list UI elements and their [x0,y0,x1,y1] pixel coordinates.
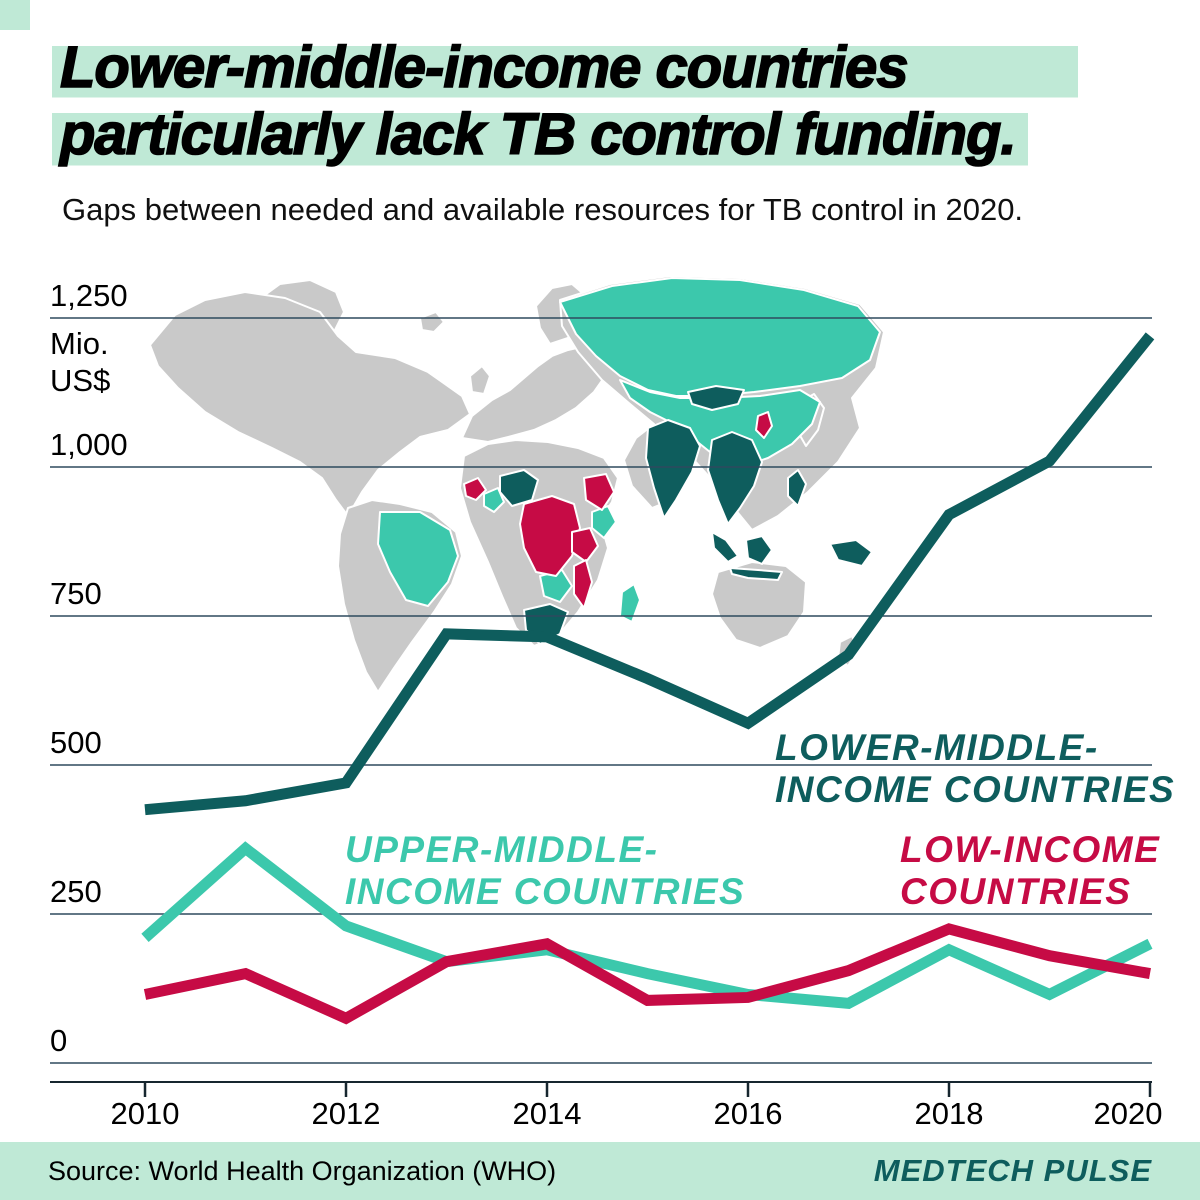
x-tick-label: 2012 [312,1096,381,1131]
series-label-upper-middle-income: UPPER-MIDDLE- INCOME COUNTRIES [345,829,745,912]
map-region-iceland [419,311,445,333]
series-label-text: UPPER-MIDDLE- [345,829,658,870]
map-region-cote-divoire [483,487,505,513]
map-region-sumatra [711,531,739,563]
series-label-text: COUNTRIES [900,871,1131,912]
y-tick-label: 1,000 [50,427,128,462]
map-region-guinea [463,477,487,501]
y-axis-unit: US$ [50,363,110,398]
source-text: Source: World Health Organization (WHO) [48,1155,557,1186]
title-line-2: particularly lack TB control funding. [52,101,1028,169]
y-tick-label: 250 [50,874,102,909]
map-region-drc-central-africa [519,495,581,577]
series-label-lower-middle-income: LOWER-MIDDLE- INCOME COUNTRIES [775,727,1175,810]
series-line-2 [143,923,1151,1025]
y-axis-unit: Mio. [50,326,109,361]
x-axis: 2010 2012 2014 2016 2018 2020 [50,1081,1163,1131]
x-tick-label: 2020 [1094,1096,1163,1131]
map-region-north-america [149,291,471,517]
series-label-low-income: LOW-INCOME COUNTRIES [900,829,1160,912]
x-tick-label: 2016 [714,1096,783,1131]
y-axis-labels: 1,250 1,000 750 500 250 0 Mio.US$ [50,278,128,1058]
x-tick-label: 2010 [111,1096,180,1131]
map-region-mozambique [573,559,593,609]
map-region-nigeria-ghana [499,469,539,507]
map-region-russia [559,277,881,397]
map-region-tanzania [571,527,599,563]
map-region-indochina [707,431,763,525]
x-tick-label: 2014 [513,1096,582,1131]
chart-title: Lower-middle-income countries particular… [52,34,1078,169]
map-region-brazil [377,511,459,607]
series-label-text: INCOME COUNTRIES [345,871,745,912]
map-region-uk [469,365,491,395]
map-region-ethiopia [583,473,615,511]
map-region-new-guinea [829,539,873,567]
series-line-0 [144,332,1155,816]
map-region-borneo [745,535,773,565]
y-tick-label: 500 [50,725,102,760]
series-label-text: LOW-INCOME [900,829,1160,870]
map-region-philippines [787,469,807,507]
title-line-1: Lower-middle-income countries [52,34,1078,102]
series-lines [141,332,1155,1025]
series-label-text: LOWER-MIDDLE- [775,727,1099,768]
y-tick-label: 0 [50,1023,67,1058]
map-region-australia [711,561,807,649]
map-region-kenya [591,505,617,539]
y-tick-label: 1,250 [50,278,128,313]
chart-subtitle: Gaps between needed and available resour… [62,192,1024,227]
series-label-text: INCOME COUNTRIES [775,769,1175,810]
brand-logo: MEDTECH PULSE [873,1153,1152,1188]
gridlines [50,317,1152,1064]
map-region-mongolia [687,385,745,411]
corner-accent-square [0,0,30,30]
map-region-india [645,419,701,519]
map-region-java [729,567,783,581]
world-map [149,275,885,693]
series-line-1 [141,841,1153,1010]
map-region-madagascar [619,583,641,623]
footer-bar: Source: World Health Organization (WHO) … [0,1142,1200,1200]
map-region-north-korea [755,411,773,439]
y-tick-label: 750 [50,576,102,611]
x-tick-label: 2018 [915,1096,984,1131]
